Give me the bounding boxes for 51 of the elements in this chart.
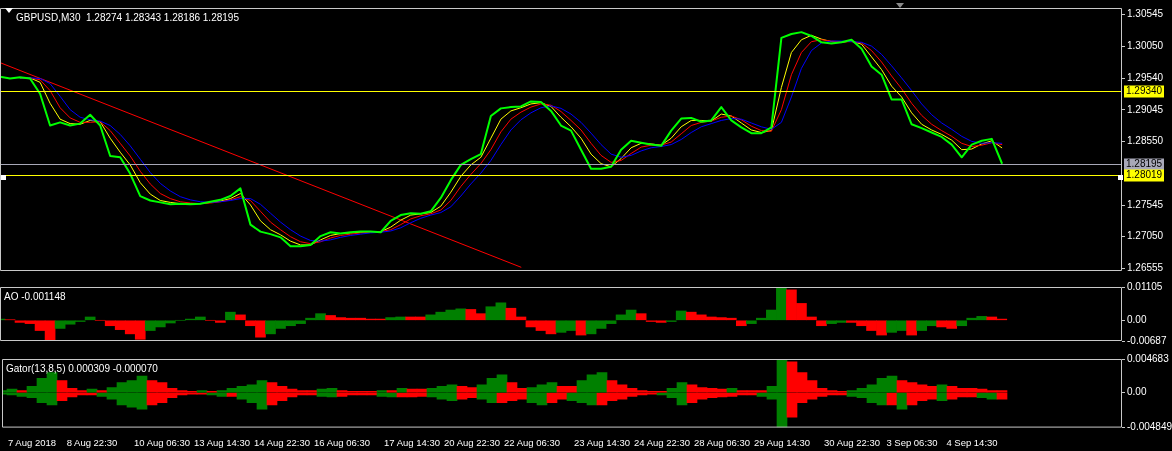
bar xyxy=(635,313,647,321)
x-tick-label: 20 Aug 22:30 xyxy=(444,436,500,448)
x-tick-label: 14 Aug 22:30 xyxy=(254,436,310,448)
x-tick-label: 29 Aug 14:30 xyxy=(754,436,810,448)
x-tick-label: 22 Aug 06:30 xyxy=(504,436,560,448)
y-tick-label: 1.26555 xyxy=(1127,261,1164,273)
y-tick-label: 1.29540 xyxy=(1127,72,1164,84)
bar xyxy=(376,390,388,393)
bar xyxy=(226,392,238,397)
bar xyxy=(886,392,898,406)
bar xyxy=(896,392,908,410)
bar xyxy=(726,388,738,393)
x-tick-label: 10 Aug 06:30 xyxy=(134,436,190,448)
y-tick-label: 0.00 xyxy=(1127,386,1147,398)
y-tick-label: 0.00 xyxy=(1127,314,1147,326)
x-tick-label: 28 Aug 06:30 xyxy=(694,436,750,448)
bar xyxy=(386,390,398,393)
x-tick-label: 30 Aug 22:30 xyxy=(824,436,880,448)
ref-line-label: 1.29340 xyxy=(1126,85,1163,97)
x-tick-label: 7 Aug 2018 xyxy=(7,436,57,448)
x-tick-label: 4 Sep 14:30 xyxy=(946,436,998,448)
x-tick-label: 17 Aug 14:30 xyxy=(384,436,440,448)
y-tick-label: -0.004849 xyxy=(1127,421,1172,433)
y-tick-label: 0.01105 xyxy=(1127,280,1163,292)
bar xyxy=(96,390,108,393)
y-tick-label: 1.29045 xyxy=(1127,103,1164,115)
y-tick-label: 1.30050 xyxy=(1127,39,1164,51)
chart-title: Gator(13,8,5) 0.000309 -0.000070 xyxy=(6,362,159,374)
chart-title: GBPUSD,M30 1.28274 1.28343 1.28186 1.28195 xyxy=(16,11,240,23)
x-tick-label: 24 Aug 22:30 xyxy=(634,436,690,448)
y-tick-label: 1.30545 xyxy=(1127,8,1164,20)
x-tick-label: 16 Aug 06:30 xyxy=(314,436,370,448)
bar xyxy=(225,311,236,321)
x-tick-label: 13 Aug 14:30 xyxy=(194,436,250,448)
y-tick-label: 1.28550 xyxy=(1127,135,1164,147)
bar xyxy=(575,320,587,336)
x-tick-label: 23 Aug 14:30 xyxy=(574,436,630,448)
x-tick-label: 3 Sep 06:30 xyxy=(886,436,938,448)
y-tick-label: 0.004683 xyxy=(1127,352,1170,364)
ref-line-label: 1.28195 xyxy=(1126,158,1163,170)
x-tick-label: 8 Aug 22:30 xyxy=(66,436,118,448)
ref-line-label: 1.28019 xyxy=(1126,169,1163,181)
bar xyxy=(906,320,917,336)
y-tick-label: -0.00687 xyxy=(1127,334,1167,346)
y-tick-label: 1.27050 xyxy=(1127,230,1164,242)
chart-title: AO -0.001148 xyxy=(4,290,66,302)
bar xyxy=(996,392,1008,400)
bar xyxy=(396,388,408,393)
bar xyxy=(16,390,28,393)
bar xyxy=(86,388,98,393)
y-tick-label: 1.27545 xyxy=(1127,199,1164,210)
